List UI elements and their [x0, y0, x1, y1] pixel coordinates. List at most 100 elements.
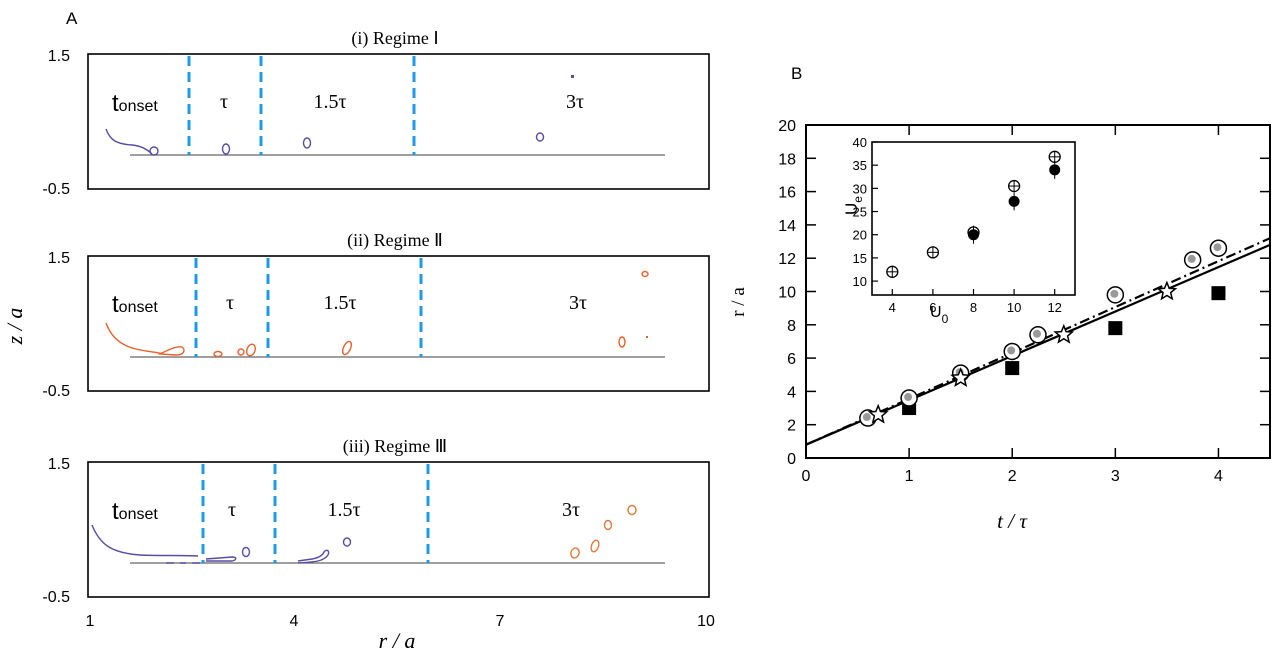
droplet: [535, 132, 545, 142]
stage-label-1-5tau: 1.5τ: [323, 292, 356, 314]
stage-label-1-5tau: 1.5τ: [313, 91, 346, 113]
regime-2-title: (ii) Regime Ⅱ: [347, 230, 443, 251]
regime-3-frame: [87, 461, 710, 598]
inset-x-tick-label: 10: [1007, 300, 1021, 315]
y-tick-label: 1.5: [48, 250, 70, 267]
x-tick-label: 1: [905, 468, 914, 485]
data-point-star: [950, 367, 972, 388]
regime-2-frame: [87, 255, 710, 392]
inset-x-tick-label: 8: [970, 300, 977, 315]
data-point-square: [1108, 321, 1123, 336]
data-point-circle-fill: [1110, 289, 1119, 298]
y-tick-label: 20: [778, 118, 796, 135]
droplet: [302, 137, 312, 149]
panel-a-y-axis-label: z / a: [2, 308, 27, 346]
x-tick-label: 2: [1008, 468, 1017, 485]
data-point-circle-fill: [904, 393, 913, 402]
x-tick-label: 10: [697, 613, 715, 630]
inset-y-axis-label: Ue: [842, 196, 865, 215]
droplet: [627, 504, 637, 516]
regime-1-title: (i) Regime Ⅰ: [351, 28, 438, 49]
stage-label-3tau: 3τ: [562, 499, 580, 521]
y-tick-label: 14: [778, 218, 796, 235]
x-tick-label: 4: [290, 613, 299, 630]
data-point-circle-fill: [1213, 243, 1222, 252]
x-tick-label: 0: [802, 468, 811, 485]
droplet: [570, 547, 580, 559]
inset-y-tick-label: 10: [853, 274, 867, 289]
inset-x-tick-label: 6: [929, 300, 936, 315]
droplet-profile: [91, 524, 199, 557]
data-point-square: [1005, 361, 1020, 376]
y-tick-label: 4: [787, 384, 796, 401]
droplet: [246, 343, 256, 357]
y-tick-label: 0: [787, 451, 796, 468]
regime-2-plot: (ii) Regime Ⅱ tonset τ 1.5τ 3τ: [87, 230, 710, 392]
stage-label-tau: τ: [220, 91, 228, 113]
droplet: [618, 336, 626, 348]
inset-y-tick-label: 35: [853, 158, 867, 173]
inset-x-tick-label: 4: [889, 300, 896, 315]
stage-label-3tau: 3τ: [566, 91, 584, 113]
droplet: [149, 146, 159, 156]
inset-data-point-filled: [968, 229, 979, 241]
panel-b-x-axis-label: t / τ: [997, 509, 1028, 533]
droplet: [221, 143, 231, 155]
data-point-circle-fill: [1187, 254, 1196, 263]
droplet: [241, 546, 251, 558]
data-point-circle-fill: [1007, 346, 1016, 355]
inset-frame: [871, 141, 1076, 296]
droplet: [341, 340, 353, 356]
regime-3-plot: (iii) Regime Ⅲ tonset τ 1.5τ 3τ: [87, 436, 710, 598]
droplet: [646, 336, 648, 338]
droplet: [641, 270, 649, 278]
droplet: [571, 75, 574, 78]
stage-label-1-5tau: 1.5τ: [327, 499, 360, 521]
data-point-square: [1211, 286, 1226, 301]
droplet: [157, 346, 185, 356]
inset-y-tick-label: 40: [853, 135, 867, 150]
inset-data-point-filled: [1008, 195, 1020, 207]
droplet-profile: [105, 322, 164, 355]
y-tick-label: 6: [787, 351, 796, 368]
y-tick-label: 12: [778, 251, 796, 268]
y-tick-label: -0.5: [42, 383, 70, 400]
panel-a-x-axis-label: r / a: [379, 628, 416, 651]
x-tick-label: 4: [1214, 468, 1223, 485]
x-tick-label: 1: [86, 613, 95, 630]
y-tick-label: 10: [778, 285, 796, 302]
y-tick-label: -0.5: [42, 181, 70, 198]
stage-label-tau: τ: [228, 499, 236, 521]
onset-label: tonset: [112, 291, 158, 318]
data-point-star: [1156, 280, 1178, 301]
data-point-star: [867, 403, 889, 424]
panel-a-label: A: [66, 9, 78, 28]
panel-b-label: B: [791, 64, 802, 83]
regime-1-frame: [87, 53, 710, 190]
y-tick-label: 18: [778, 151, 796, 168]
inset-y-tick-label: 15: [853, 251, 867, 266]
data-point-circle-fill: [1033, 329, 1041, 338]
droplet: [297, 549, 330, 564]
droplet: [603, 519, 613, 531]
droplet: [237, 348, 245, 356]
inset-x-axis-label: U0: [930, 304, 949, 326]
onset-label: tonset: [112, 90, 158, 117]
fit-line: [805, 237, 1271, 446]
stage-label-tau: τ: [226, 292, 234, 314]
regime-3-title: (iii) Regime Ⅲ: [343, 436, 447, 457]
droplet: [590, 539, 600, 553]
droplet: [213, 350, 223, 358]
regime-1-plot: (i) Regime Ⅰ tonset τ 1.5τ 3τ: [87, 28, 710, 190]
droplet: [342, 537, 352, 547]
stage-label-3tau: 3τ: [569, 292, 587, 314]
inset-y-tick-label: 20: [853, 228, 867, 243]
inset-x-tick-label: 12: [1047, 300, 1061, 315]
inset-y-tick-label: 30: [853, 181, 867, 196]
data-point-circle-fill: [862, 413, 871, 422]
onset-label: tonset: [112, 498, 158, 525]
x-tick-label: 7: [496, 613, 505, 630]
y-tick-label: 1.5: [48, 48, 70, 65]
